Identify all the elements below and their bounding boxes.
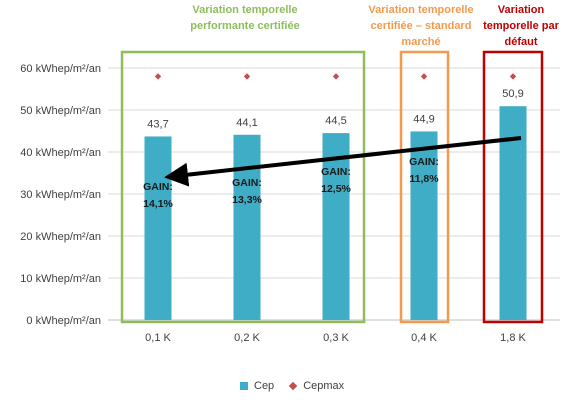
group-label-defaut: Variation temporelle par défaut — [483, 4, 559, 48]
bar-value-label: 50,9 — [502, 88, 523, 100]
group-label-performante: Variation temporelle performante certifi… — [190, 4, 300, 32]
bar-cep — [322, 133, 350, 320]
bar-cep — [233, 134, 261, 320]
bar-value-label: 44,9 — [413, 113, 434, 125]
x-tick-label: 0,3 K — [323, 332, 349, 344]
y-tick-label: 40 kWhep/m²/an — [20, 147, 101, 159]
gain-label: GAIN: 12,5% — [321, 166, 351, 195]
marker-cepmax — [332, 73, 340, 80]
legend-item-cepmax: Cepmax — [288, 380, 344, 392]
marker-cepmax — [243, 73, 251, 80]
legend-marker-cepmax — [288, 381, 298, 391]
y-tick-label: 20 kWhep/m²/an — [20, 231, 101, 243]
bar-value-label: 43,7 — [147, 118, 168, 130]
bar-value-label: 44,1 — [236, 117, 257, 129]
y-tick-label: 0 kWhep/m²/an — [26, 315, 101, 327]
x-tick-label: 0,1 K — [145, 332, 171, 344]
bar-cep — [410, 131, 438, 320]
y-tick-label: 50 kWhep/m²/an — [20, 105, 101, 117]
legend-item-cep: Cep — [240, 380, 274, 392]
y-tick-label: 30 kWhep/m²/an — [20, 189, 101, 201]
bar-value-label: 44,5 — [325, 115, 346, 127]
gain-arrow — [164, 136, 522, 187]
legend-swatch-cep — [240, 382, 248, 390]
gain-label: GAIN: 13,3% — [232, 177, 262, 206]
y-tick-label: 10 kWhep/m²/an — [20, 273, 101, 285]
x-tick-label: 1,8 K — [500, 332, 526, 344]
gain-label: GAIN: 14,1% — [143, 181, 173, 210]
group-box-performante — [120, 50, 366, 324]
group-label-standard: Variation temporelle certifiée – standar… — [368, 4, 474, 48]
legend-label-cep: Cep — [254, 380, 275, 392]
group-box-defaut — [482, 50, 544, 324]
marker-cepmax — [154, 73, 162, 80]
gain-label: GAIN: 11,8% — [409, 156, 439, 185]
marker-cepmax — [420, 73, 428, 80]
legend-label-cepmax: Cepmax — [303, 380, 345, 392]
legend: Cep Cepmax — [240, 380, 358, 392]
group-box-standard — [399, 50, 450, 324]
y-tick-label: 60 kWhep/m²/an — [20, 63, 101, 75]
x-tick-label: 0,4 K — [411, 332, 437, 344]
bar-cep — [144, 136, 172, 320]
marker-cepmax — [509, 73, 517, 80]
x-tick-label: 0,2 K — [234, 332, 260, 344]
